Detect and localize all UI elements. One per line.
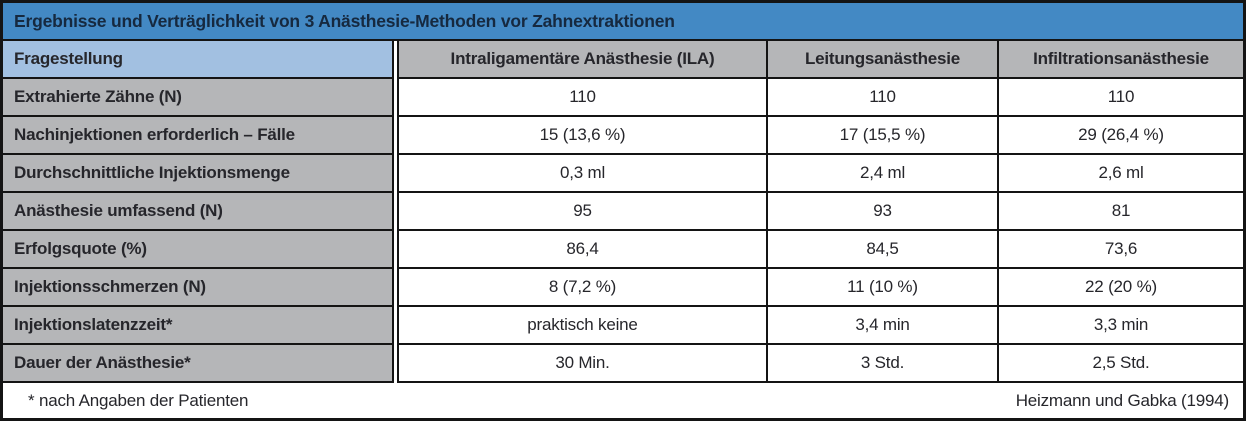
row-label: Extrahierte Zähne (N) <box>3 79 392 117</box>
row-label: Injektionslatenzzeit* <box>3 307 392 345</box>
footnote: * nach Angaben der Patienten <box>28 390 249 410</box>
cell-value: 2,4 ml <box>766 155 997 193</box>
column-divider <box>392 117 399 155</box>
cell-value: 29 (26,4 %) <box>997 117 1243 155</box>
table-row: Injektionsschmerzen (N) 8 (7,2 %) 11 (10… <box>3 269 1243 307</box>
column-divider <box>392 231 399 269</box>
cell-value: 0,3 ml <box>399 155 766 193</box>
table-row: Anästhesie umfassend (N) 95 93 81 <box>3 193 1243 231</box>
header-method-ila: Intraligamentäre Anästhesie (ILA) <box>399 41 766 79</box>
row-label: Injektionsschmerzen (N) <box>3 269 392 307</box>
cell-value: 3,3 min <box>997 307 1243 345</box>
header-method-infiltration: Infiltrationsanästhesie <box>997 41 1243 79</box>
cell-value: 2,6 ml <box>997 155 1243 193</box>
cell-value: 93 <box>766 193 997 231</box>
cell-value: 110 <box>399 79 766 117</box>
cell-value: 3 Std. <box>766 345 997 383</box>
cell-value: 84,5 <box>766 231 997 269</box>
cell-value: 11 (10 %) <box>766 269 997 307</box>
source-citation: Heizmann und Gabka (1994) <box>1015 390 1229 410</box>
cell-value: 3,4 min <box>766 307 997 345</box>
row-label: Nachinjektionen erforderlich – Fälle <box>3 117 392 155</box>
table-row: Extrahierte Zähne (N) 110 110 110 <box>3 79 1243 117</box>
row-label: Dauer der Anästhesie* <box>3 345 392 383</box>
column-divider <box>392 345 399 383</box>
cell-value: 30 Min. <box>399 345 766 383</box>
row-label: Erfolgsquote (%) <box>3 231 392 269</box>
column-divider <box>392 79 399 117</box>
cell-value: 110 <box>766 79 997 117</box>
column-divider <box>392 155 399 193</box>
header-method-leitung: Leitungsanästhesie <box>766 41 997 79</box>
cell-value: 86,4 <box>399 231 766 269</box>
cell-value: 22 (20 %) <box>997 269 1243 307</box>
table-row: Nachinjektionen erforderlich – Fälle 15 … <box>3 117 1243 155</box>
column-divider <box>392 307 399 345</box>
row-label: Durchschnittliche Injektionsmenge <box>3 155 392 193</box>
cell-value: 73,6 <box>997 231 1243 269</box>
table-row: Durchschnittliche Injektionsmenge 0,3 ml… <box>3 155 1243 193</box>
cell-value: 2,5 Std. <box>997 345 1243 383</box>
table-row: Injektionslatenzzeit* praktisch keine 3,… <box>3 307 1243 345</box>
table-title: Ergebnisse und Verträglichkeit von 3 Anä… <box>3 3 1243 41</box>
header-question: Fragestellung <box>3 41 392 79</box>
cell-value: 8 (7,2 %) <box>399 269 766 307</box>
row-label: Anästhesie umfassend (N) <box>3 193 392 231</box>
column-divider <box>392 269 399 307</box>
cell-value: 17 (15,5 %) <box>766 117 997 155</box>
cell-value: 81 <box>997 193 1243 231</box>
header-row: Fragestellung Intraligamentäre Anästhesi… <box>3 41 1243 79</box>
column-divider <box>392 193 399 231</box>
column-divider <box>392 41 399 79</box>
cell-value: 15 (13,6 %) <box>399 117 766 155</box>
cell-value: 95 <box>399 193 766 231</box>
cell-value: 110 <box>997 79 1243 117</box>
table-row: Erfolgsquote (%) 86,4 84,5 73,6 <box>3 231 1243 269</box>
cell-value: praktisch keine <box>399 307 766 345</box>
table-footer: * nach Angaben der Patienten Heizmann un… <box>3 383 1243 418</box>
table-row: Dauer der Anästhesie* 30 Min. 3 Std. 2,5… <box>3 345 1243 383</box>
